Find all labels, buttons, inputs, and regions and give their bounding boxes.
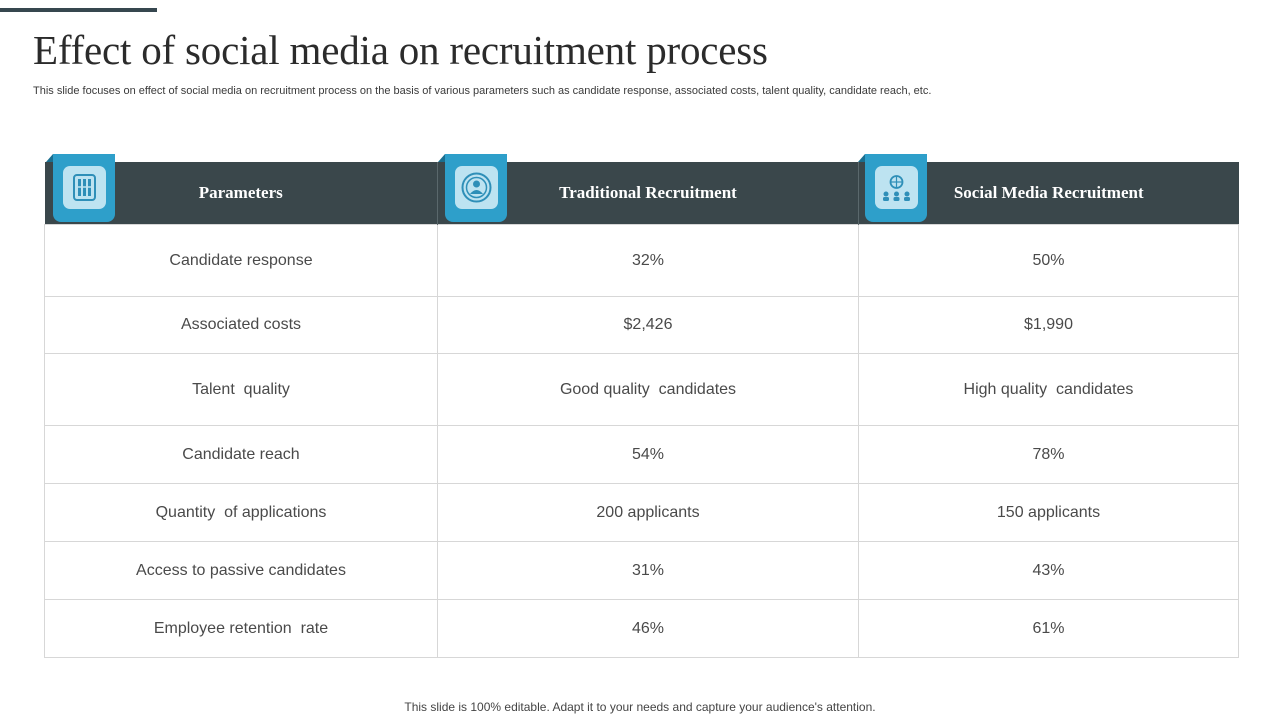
cell-parameter: Candidate reach: [44, 425, 438, 484]
cell-traditional: Good quality candidates: [437, 353, 859, 426]
network-people-icon: [883, 175, 910, 201]
header-traditional-recruitment: Traditional Recruitment: [437, 162, 859, 225]
cell-traditional: 46%: [437, 599, 859, 658]
cell-parameter: Access to passive candidates: [44, 541, 438, 600]
cell-social: 61%: [858, 599, 1239, 658]
cell-parameter: Employee retention rate: [44, 599, 438, 658]
table-row: Associated costs $2,426 $1,990: [44, 296, 1239, 354]
table-row: Employee retention rate 46% 61%: [44, 599, 1239, 658]
cell-parameter: Associated costs: [44, 296, 438, 354]
cell-social: $1,990: [858, 296, 1239, 354]
cell-traditional: 32%: [437, 224, 859, 297]
table-row: Candidate reach 54% 78%: [44, 425, 1239, 484]
comparison-table: Parameters Traditional Recruitment Socia…: [44, 162, 1239, 658]
cell-traditional: 31%: [437, 541, 859, 600]
cell-traditional: 54%: [437, 425, 859, 484]
cell-social: 78%: [858, 425, 1239, 484]
slide-subtitle: This slide focuses on effect of social m…: [33, 85, 932, 97]
slide-footer: This slide is 100% editable. Adapt it to…: [404, 700, 876, 714]
social-media-badge: [858, 154, 927, 222]
table-header-row: Parameters Traditional Recruitment Socia…: [44, 162, 1239, 225]
table-row: Talent quality Good quality candidates H…: [44, 353, 1239, 426]
checklist-icon: [73, 174, 96, 201]
cell-social: 50%: [858, 224, 1239, 297]
cell-parameter: Quantity of applications: [44, 483, 438, 542]
table-row: Candidate response 32% 50%: [44, 224, 1239, 297]
top-accent-bar: [0, 8, 157, 12]
table-row: Access to passive candidates 31% 43%: [44, 541, 1239, 600]
cell-social: 43%: [858, 541, 1239, 600]
cell-traditional: 200 applicants: [437, 483, 859, 542]
cell-parameter: Talent quality: [44, 353, 438, 426]
cell-parameter: Candidate response: [44, 224, 438, 297]
cell-social: High quality candidates: [858, 353, 1239, 426]
slide-title: Effect of social media on recruitment pr…: [33, 27, 768, 73]
person-target-icon: [461, 172, 492, 203]
checklist-badge: [46, 154, 115, 222]
table-row: Quantity of applications 200 applicants …: [44, 483, 1239, 542]
cell-social: 150 applicants: [858, 483, 1239, 542]
traditional-badge: [438, 154, 507, 222]
cell-traditional: $2,426: [437, 296, 859, 354]
